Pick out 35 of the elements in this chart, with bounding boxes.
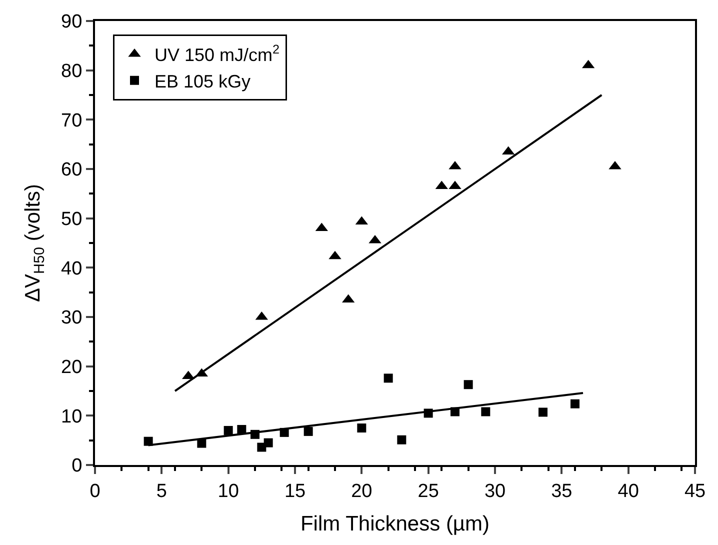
legend-label: UV 150 mJ/cm$^{2}$ (154, 42, 280, 66)
x-tick-label: 35 (551, 480, 572, 502)
point (481, 407, 490, 416)
x-tick-label: 45 (684, 480, 706, 502)
legend-label: EB 105 kGy (154, 71, 251, 92)
y-tick-label: 90 (61, 12, 82, 33)
point (397, 435, 406, 444)
y-tick-label: 10 (61, 406, 82, 428)
point (384, 374, 393, 383)
point (357, 424, 366, 432)
x-tick-label: 5 (156, 480, 167, 502)
point (197, 438, 206, 448)
x-tick-label: 25 (418, 480, 439, 502)
point (570, 399, 580, 408)
x-tick-label: 15 (284, 480, 306, 502)
y-tick-label: 40 (61, 258, 82, 280)
x-axis-title: Film Thickness (µm) (300, 512, 490, 536)
y-tick-label: 50 (61, 208, 82, 230)
point (264, 438, 273, 448)
y-tick-label: 30 (61, 308, 82, 329)
y-tick-label: 0 (72, 456, 82, 477)
x-tick-label: 20 (351, 480, 372, 502)
x-tick-label: 10 (218, 480, 239, 502)
point (237, 424, 246, 434)
y-tick-label: 20 (61, 356, 82, 378)
point (224, 426, 233, 435)
x-tick-label: 0 (90, 480, 100, 502)
y-tick-label: 60 (61, 160, 82, 181)
y-tick-label: 80 (61, 60, 82, 82)
point (304, 426, 313, 436)
point (538, 408, 548, 417)
y-tick-label: 70 (61, 110, 82, 132)
point (464, 380, 473, 390)
x-tick-label: 40 (618, 480, 639, 502)
x-tick-label: 30 (484, 480, 506, 502)
